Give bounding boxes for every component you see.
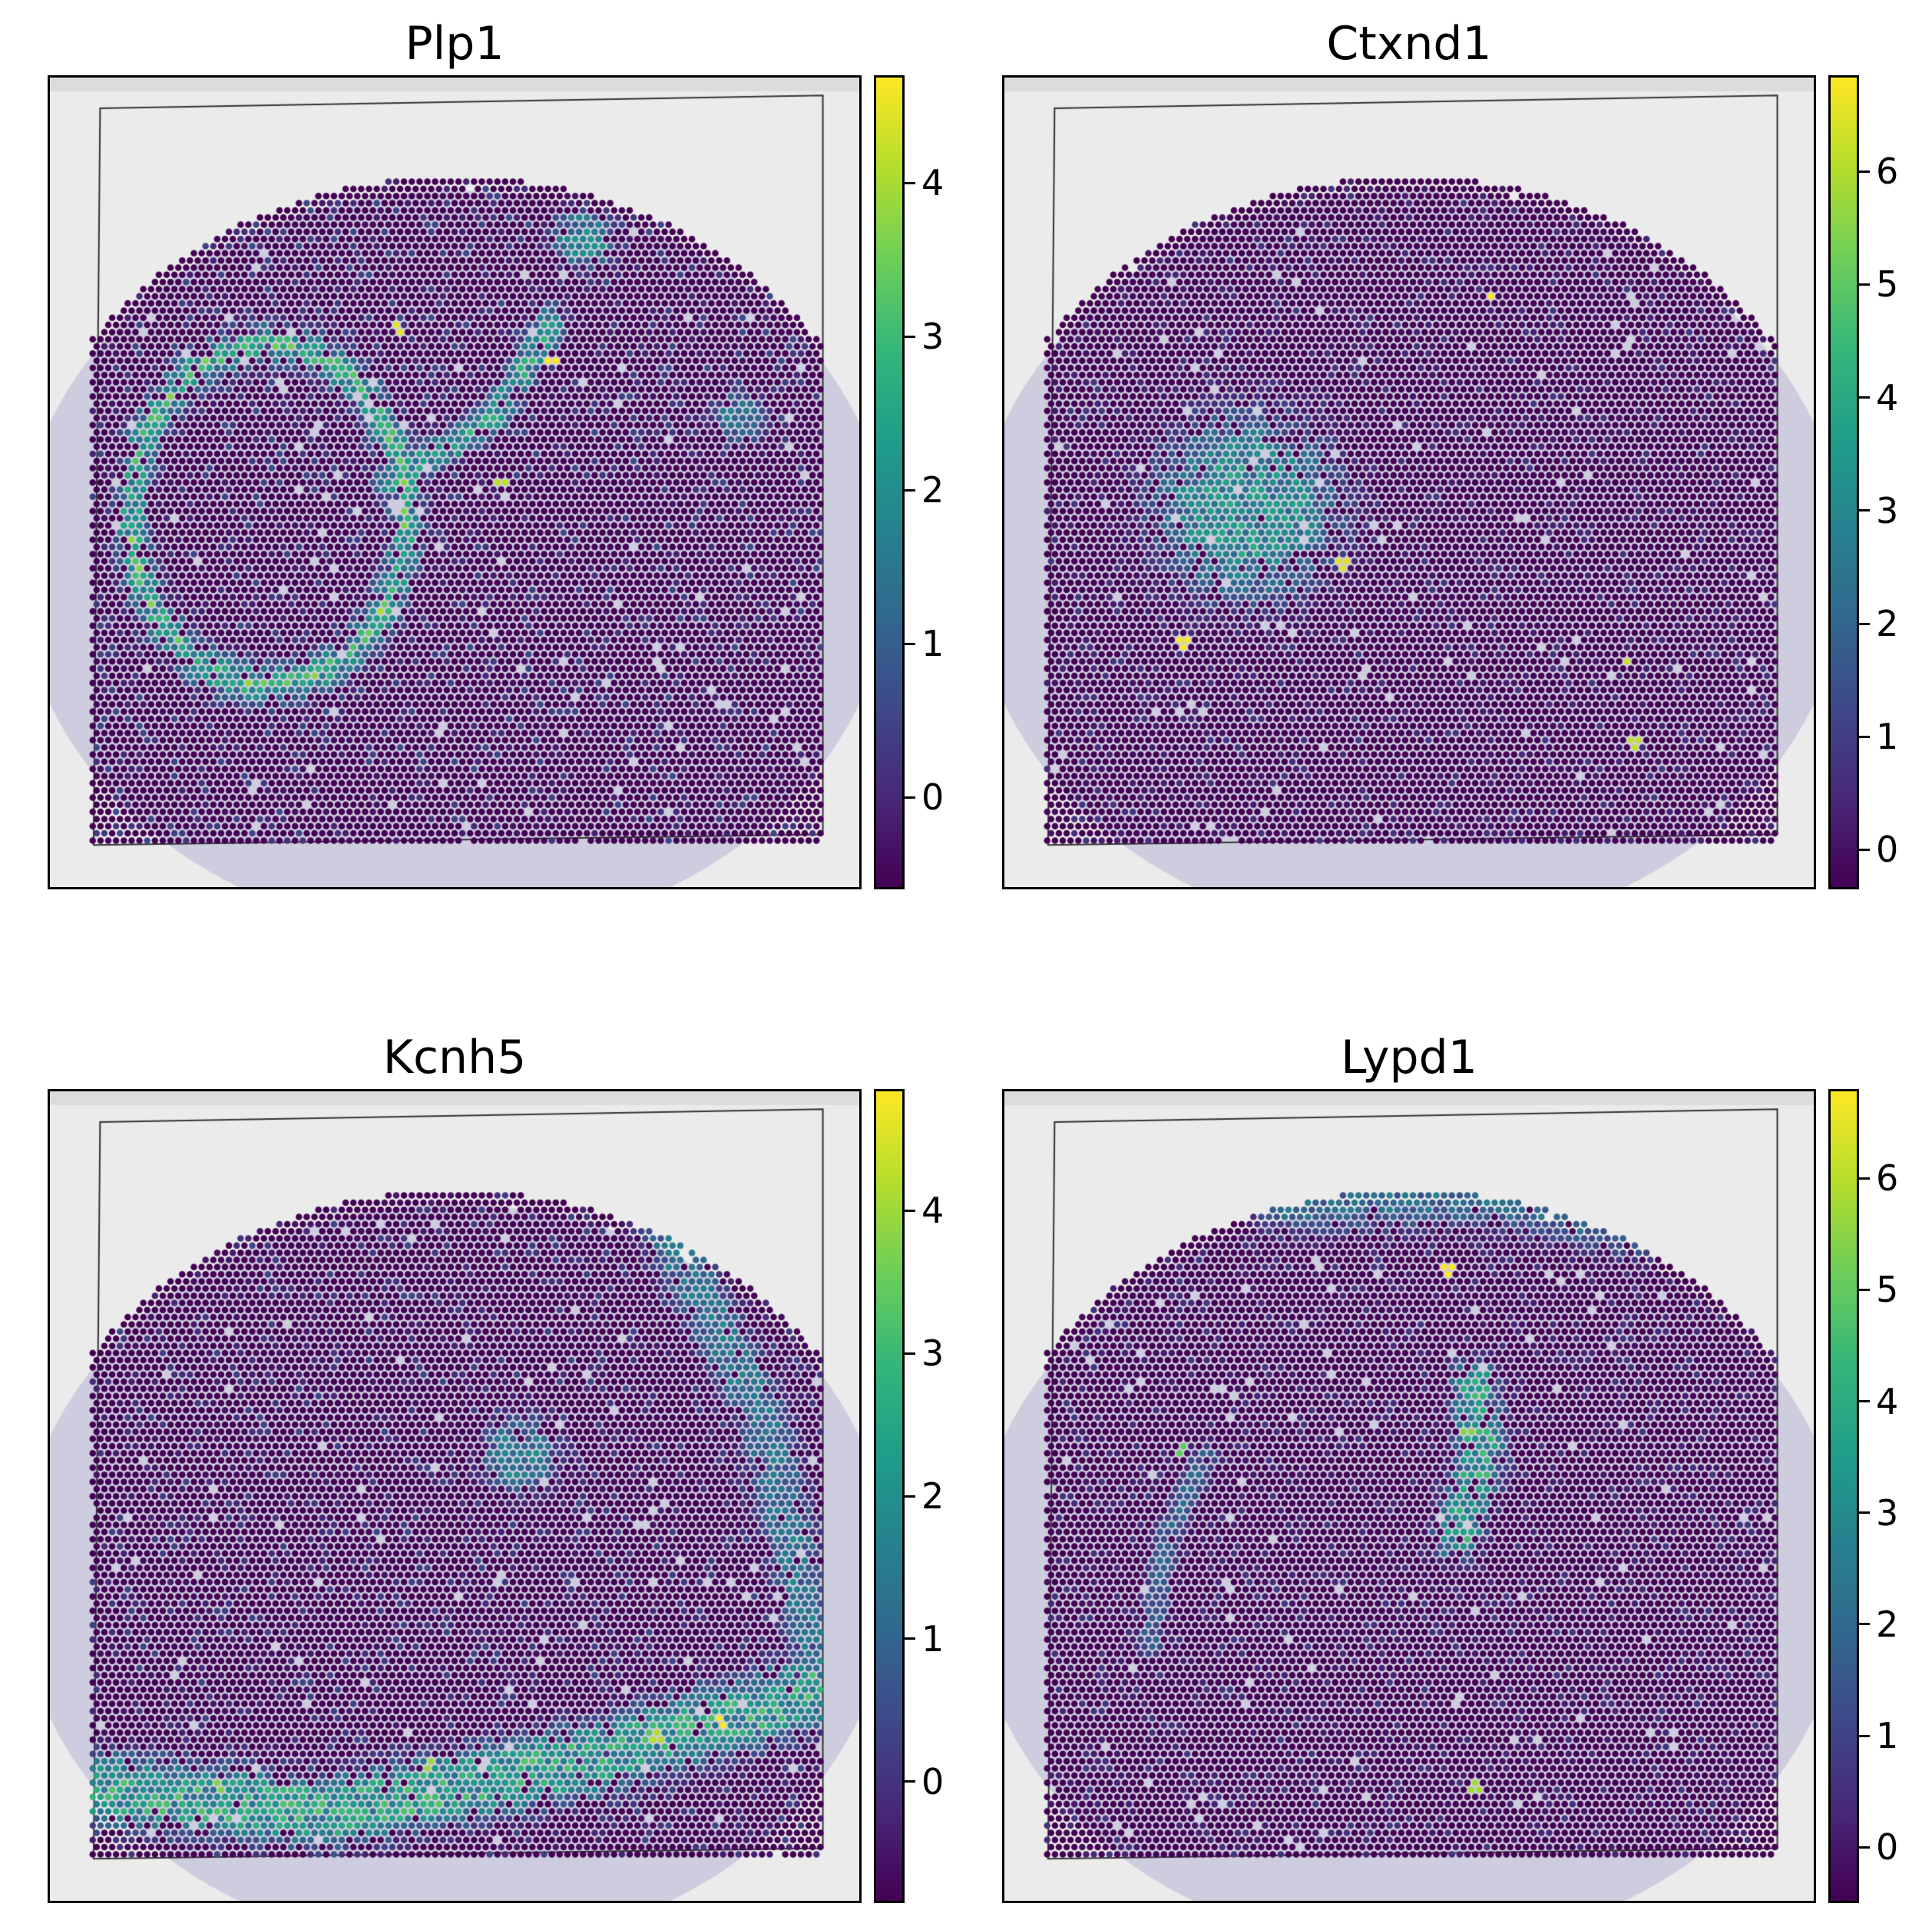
colorbar-tick xyxy=(905,1352,915,1355)
spot-canvas xyxy=(1004,78,1814,887)
colorbar-tick-label: 3 xyxy=(1876,489,1899,531)
colorbar-tick-label: 1 xyxy=(1876,716,1899,758)
colorbar-tick-label: 5 xyxy=(1876,1269,1899,1311)
spot-canvas xyxy=(1004,1091,1814,1901)
colorbar-tick-label: 6 xyxy=(1876,1157,1899,1200)
spatial-plot-plp1 xyxy=(48,75,862,889)
colorbar-kcnh5 xyxy=(874,1089,905,1903)
colorbar-tick xyxy=(1859,509,1870,512)
colorbar-tick-label: 4 xyxy=(1876,376,1899,419)
colorbar-tick xyxy=(1859,735,1870,738)
colorbar-tick-label: 2 xyxy=(1876,1603,1899,1645)
colorbar-tick-label: 3 xyxy=(921,1332,944,1375)
colorbar-tick-label: 2 xyxy=(1876,603,1899,645)
colorbar-tick-label: 2 xyxy=(921,1475,944,1517)
colorbar-gradient xyxy=(1831,1091,1857,1901)
colorbar-tick-label: 1 xyxy=(1876,1715,1899,1757)
colorbar-tick-label: 3 xyxy=(1876,1491,1899,1534)
spatial-plot-lypd1 xyxy=(1002,1089,1816,1903)
colorbar-gradient xyxy=(1831,78,1857,887)
colorbar-tick-label: 0 xyxy=(1876,829,1899,871)
colorbar-tick-label: 6 xyxy=(1876,151,1899,193)
colorbar-tick xyxy=(1859,1623,1870,1626)
colorbar-ctxnd1 xyxy=(1828,75,1859,889)
spatial-plot-ctxnd1 xyxy=(1002,75,1816,889)
spot-canvas xyxy=(50,1091,859,1901)
colorbar-gradient xyxy=(876,1091,902,1901)
colorbar-plp1 xyxy=(874,75,905,889)
colorbar-tick-label: 0 xyxy=(1876,1826,1899,1869)
colorbar-tick-label: 4 xyxy=(921,162,944,204)
colorbar-tick-label: 0 xyxy=(921,776,944,818)
colorbar-tick xyxy=(905,796,915,799)
panel-title-kcnh5: Kcnh5 xyxy=(382,1031,527,1084)
colorbar-tick xyxy=(905,642,915,645)
colorbar-tick-label: 4 xyxy=(1876,1380,1899,1422)
colorbar-tick-label: 3 xyxy=(921,316,944,357)
spot-canvas xyxy=(50,78,859,887)
spatial-plot-kcnh5 xyxy=(48,1089,862,1903)
colorbar-tick-label: 2 xyxy=(921,469,944,511)
colorbar-tick xyxy=(1859,1288,1870,1291)
colorbar-tick xyxy=(905,1495,915,1498)
colorbar-tick xyxy=(1859,1400,1870,1403)
colorbar-tick xyxy=(1859,1846,1870,1849)
colorbar-tick-label: 1 xyxy=(921,1617,944,1660)
colorbar-tick-label: 0 xyxy=(921,1760,944,1803)
colorbar-tick xyxy=(905,335,915,338)
colorbar-tick xyxy=(1859,170,1870,173)
colorbar-tick xyxy=(905,1637,915,1640)
colorbar-tick xyxy=(1859,1734,1870,1737)
colorbar-tick xyxy=(905,488,915,492)
panel-title-ctxnd1: Ctxnd1 xyxy=(1326,17,1492,71)
colorbar-tick xyxy=(1859,283,1870,286)
colorbar-tick xyxy=(1859,1511,1870,1515)
panel-title-plp1: Plp1 xyxy=(405,17,505,71)
colorbar-tick-label: 1 xyxy=(921,623,944,664)
colorbar-tick xyxy=(905,181,915,184)
colorbar-tick xyxy=(1859,622,1870,625)
panel-title-lypd1: Lypd1 xyxy=(1341,1031,1477,1084)
colorbar-lypd1 xyxy=(1828,1089,1859,1903)
colorbar-tick-label: 4 xyxy=(921,1190,944,1232)
colorbar-tick xyxy=(1859,848,1870,851)
colorbar-tick xyxy=(1859,1177,1870,1180)
colorbar-tick xyxy=(905,1780,915,1783)
colorbar-tick xyxy=(1859,396,1870,399)
colorbar-tick xyxy=(905,1209,915,1212)
colorbar-tick-label: 5 xyxy=(1876,263,1899,306)
colorbar-gradient xyxy=(876,78,902,887)
